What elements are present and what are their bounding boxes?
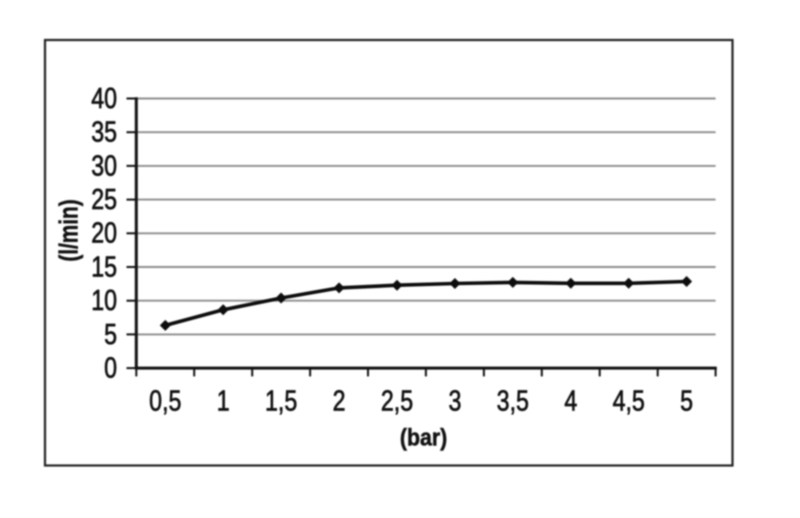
svg-text:3,5: 3,5: [497, 384, 529, 417]
svg-text:25: 25: [91, 182, 117, 215]
svg-text:0,5: 0,5: [149, 384, 181, 417]
svg-text:3: 3: [448, 384, 461, 417]
svg-text:4,5: 4,5: [613, 384, 645, 417]
svg-text:10: 10: [91, 284, 117, 317]
svg-text:40: 40: [91, 81, 117, 114]
svg-text:2: 2: [333, 384, 346, 417]
svg-text:(l/min): (l/min): [54, 199, 83, 261]
svg-text:(bar): (bar): [400, 423, 447, 451]
svg-text:2,5: 2,5: [381, 384, 413, 417]
svg-text:0: 0: [104, 351, 117, 384]
svg-text:1,5: 1,5: [265, 384, 297, 417]
svg-text:30: 30: [91, 149, 117, 182]
svg-text:1: 1: [217, 384, 230, 417]
svg-text:15: 15: [91, 250, 117, 283]
svg-text:5: 5: [680, 384, 693, 417]
svg-text:4: 4: [564, 384, 577, 417]
svg-text:20: 20: [91, 216, 117, 249]
svg-text:5: 5: [104, 317, 117, 350]
svg-text:35: 35: [91, 115, 117, 148]
